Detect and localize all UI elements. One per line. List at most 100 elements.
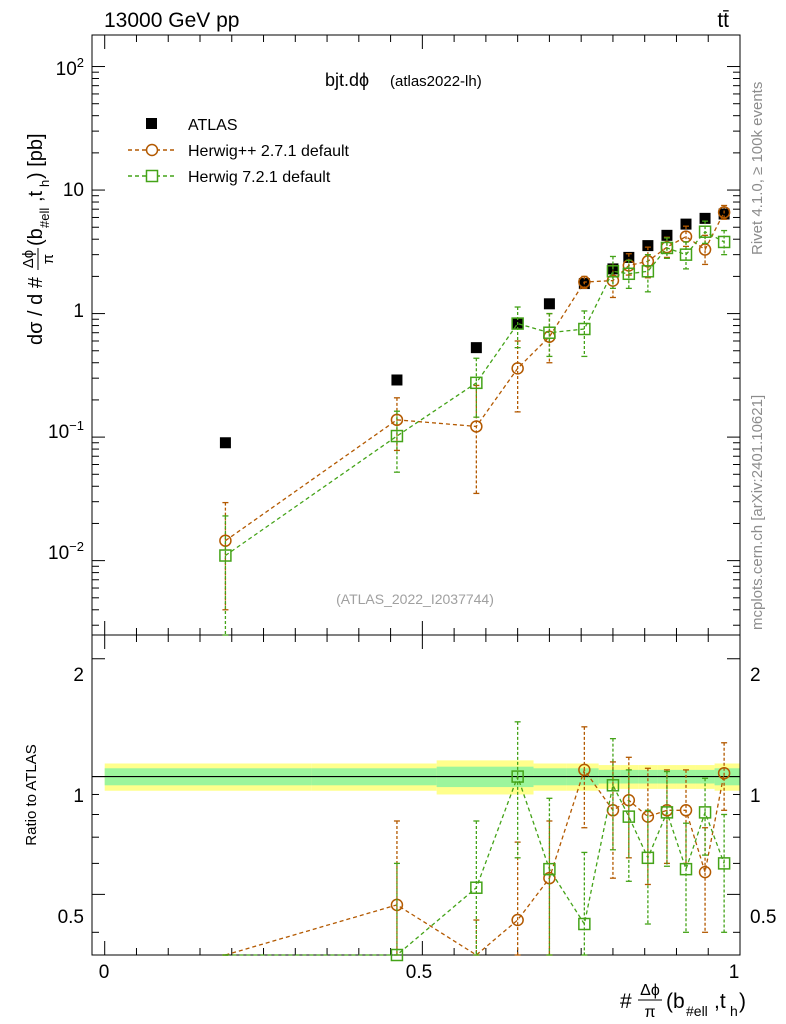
herwig7-point <box>219 549 232 562</box>
plot-subtitle: (atlas2022-lh) <box>390 73 482 90</box>
herwigpp-point <box>578 275 591 289</box>
herwig7-point <box>679 248 693 261</box>
y-tick-label-1: 1 <box>73 301 84 322</box>
y-tick-label-100: 102 <box>56 55 84 80</box>
atlas-data-point <box>642 240 654 252</box>
ratio-tick-label-1-right: 1 <box>750 786 761 807</box>
svg-text:#: # <box>620 990 632 1013</box>
svg-text:dσ / d #: dσ / d # <box>25 276 47 345</box>
herwig7-ratio-line <box>225 774 725 956</box>
herwigpp-ratio-point <box>717 766 731 780</box>
svg-text:(b: (b <box>25 228 47 246</box>
ratio-uncertainty-bands <box>92 760 740 795</box>
herwig7-ratio-point <box>470 881 483 894</box>
main-y-tick-labels: 10−2 10−1 1 10 102 <box>48 55 84 564</box>
legend-marker-herwig7 <box>145 169 159 183</box>
x-tick-label-0: 0 <box>99 962 110 983</box>
ratio-tick-label-2: 2 <box>73 665 84 686</box>
atlas-data-point <box>699 212 711 224</box>
legend-marker-atlas <box>146 118 157 129</box>
herwig7-ratio-point <box>622 810 636 823</box>
y-tick-label-1e-1: 10−1 <box>48 418 84 443</box>
herwig7-ratio-point <box>717 857 731 870</box>
herwig7-point <box>390 429 404 443</box>
legend-entry-atlas: ATLAS <box>146 117 238 134</box>
herwig7-ratio-point <box>660 806 674 819</box>
main-y-axis-title: dσ / d # Δϕ π (b #ell ,t h ) [pb] <box>20 133 57 345</box>
herwigpp-ratio-point <box>698 865 712 879</box>
svg-text:π: π <box>40 254 57 264</box>
atlas-data-point <box>219 437 231 449</box>
y-tick-label-10: 10 <box>63 180 84 201</box>
atlas-data-point <box>391 374 403 386</box>
herwig7-point <box>543 326 556 339</box>
legend: ATLAS Herwig++ 2.7.1 default Herwig 7.2.… <box>128 117 350 186</box>
herwigpp-point <box>511 362 524 375</box>
svg-text:Δϕ: Δϕ <box>20 250 37 268</box>
plot-title: bjt.dϕ <box>325 70 369 90</box>
svg-text:) [pb]: ) [pb] <box>25 133 47 179</box>
svg-text:π: π <box>644 1004 655 1021</box>
svg-text:#ell: #ell <box>686 1003 708 1019</box>
process-label: tt̄ <box>717 9 729 32</box>
legend-label-herwig7: Herwig 7.2.1 default <box>188 169 331 186</box>
svg-text:Δϕ: Δϕ <box>640 982 660 999</box>
herwig7-point <box>470 376 483 390</box>
axis-ticks <box>92 35 741 955</box>
herwig7-ratio-point <box>698 806 712 819</box>
herwigpp-ratio-point <box>679 804 693 817</box>
herwig7-ratio-point <box>641 851 655 865</box>
legend-entry-herwigpp: Herwig++ 2.7.1 default <box>128 143 350 160</box>
ratio-tick-label-0p5: 0.5 <box>58 907 84 928</box>
ratio-y-axis-title: Ratio to ATLAS <box>23 744 40 845</box>
herwigpp-ratio-line <box>225 768 725 956</box>
svg-text:,t: ,t <box>25 190 47 202</box>
herwig7-point <box>641 265 655 278</box>
x-tick-label-0p5: 0.5 <box>406 962 432 983</box>
svg-text:,t: ,t <box>714 990 726 1013</box>
atlas-data-point <box>623 251 635 263</box>
atlas-data-point <box>470 342 482 354</box>
svg-text:#ell: #ell <box>37 208 52 228</box>
ratio-y-tick-labels: 0.5 1 2 0.5 1 2 <box>58 665 777 928</box>
herwig7-ratio-point <box>543 862 556 876</box>
herwig7-ratio-point <box>606 779 620 792</box>
ratio-tick-label-1: 1 <box>73 786 84 807</box>
legend-label-atlas: ATLAS <box>188 117 238 134</box>
analysis-id-label: (ATLAS_2022_I2037744) <box>336 591 494 607</box>
herwig7-line <box>225 230 725 557</box>
y-tick-label-1e-2: 10−2 <box>48 539 84 564</box>
herwigpp-point <box>606 274 620 287</box>
herwig7-point <box>606 265 620 278</box>
herwig7-point <box>511 317 524 330</box>
ratio-plot-series <box>222 721 731 962</box>
herwig7-point <box>698 225 712 238</box>
x-tick-labels: 0 0.5 1 <box>99 962 740 983</box>
herwig7-point <box>660 241 674 255</box>
ratio-plot-frame <box>91 634 741 956</box>
herwig7-point <box>717 235 731 249</box>
herwig7-ratio-point <box>390 948 404 962</box>
svg-text:): ) <box>739 990 746 1013</box>
legend-entry-herwig7: Herwig 7.2.1 default <box>128 169 331 186</box>
atlas-data-point <box>661 229 673 241</box>
herwigpp-point <box>470 420 483 433</box>
svg-text:h: h <box>37 180 52 187</box>
x-axis-title: # Δϕ π (b #ell ,t h ) <box>620 982 746 1021</box>
ratio-tick-label-2-right: 2 <box>750 665 761 686</box>
herwigpp-point <box>717 206 731 219</box>
atlas-data-point <box>543 298 555 310</box>
herwig7-point <box>622 267 636 281</box>
main-plot-series <box>219 204 731 636</box>
legend-label-herwigpp: Herwig++ 2.7.1 default <box>188 143 350 160</box>
herwig7-ratio-point <box>679 862 693 876</box>
svg-text:h: h <box>730 1003 738 1019</box>
herwigpp-point <box>390 413 404 427</box>
herwig7-ratio-point <box>511 770 524 783</box>
rivet-version-label: Rivet 4.1.0, ≥ 100k events <box>749 82 766 255</box>
atlas-data-point <box>680 218 692 230</box>
x-tick-label-1: 1 <box>729 962 740 983</box>
legend-marker-herwigpp <box>145 143 159 157</box>
herwigpp-ratio-point <box>511 913 524 927</box>
